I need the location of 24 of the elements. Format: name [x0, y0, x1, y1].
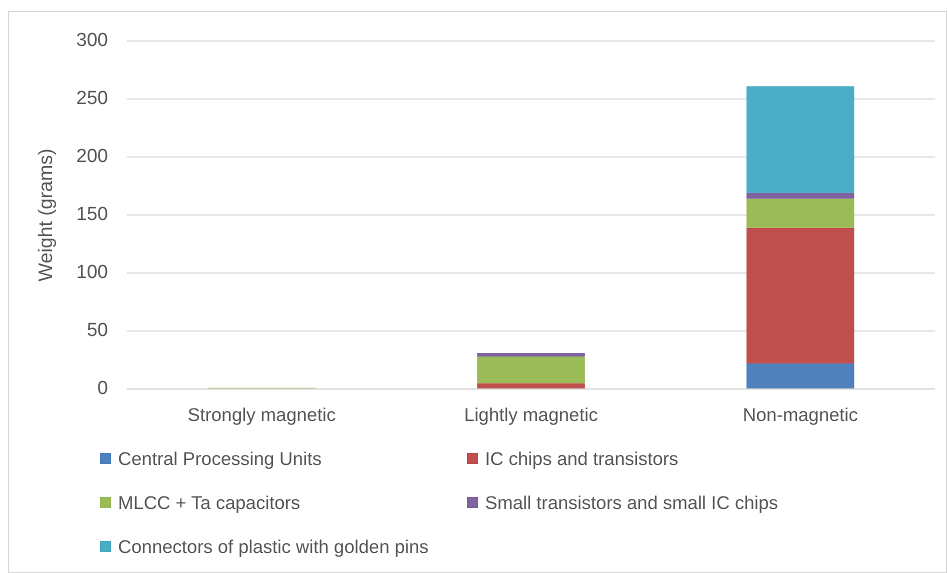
legend-label: Central Processing Units [118, 448, 322, 469]
y-tick-label: 200 [76, 146, 108, 168]
y-tick-label: 250 [76, 88, 108, 110]
legend-label: MLCC + Ta capacitors [118, 492, 300, 513]
bar [477, 383, 585, 389]
bar [477, 356, 585, 384]
bar [746, 86, 854, 193]
legend-label: IC chips and transistors [485, 448, 678, 469]
y-tick-label: 300 [76, 30, 108, 52]
bar [746, 192, 854, 199]
x-tick-label: Strongly magnetic [188, 404, 336, 425]
y-tick-label: 0 [97, 378, 108, 400]
y-axis-title: Weight (grams) [35, 148, 57, 282]
legend-label: Small transistors and small IC chips [485, 492, 778, 513]
bar [746, 228, 854, 364]
legend-label: Connectors of plastic with golden pins [118, 536, 429, 557]
x-tick-label: Non-magnetic [742, 404, 858, 425]
y-tick-label: 50 [86, 320, 108, 342]
bar [477, 353, 585, 357]
bar [746, 198, 854, 228]
x-tick-label: Lightly magnetic [464, 404, 598, 425]
bar [746, 363, 854, 389]
y-tick-label: 100 [76, 262, 108, 284]
y-tick-label: 150 [76, 204, 108, 226]
